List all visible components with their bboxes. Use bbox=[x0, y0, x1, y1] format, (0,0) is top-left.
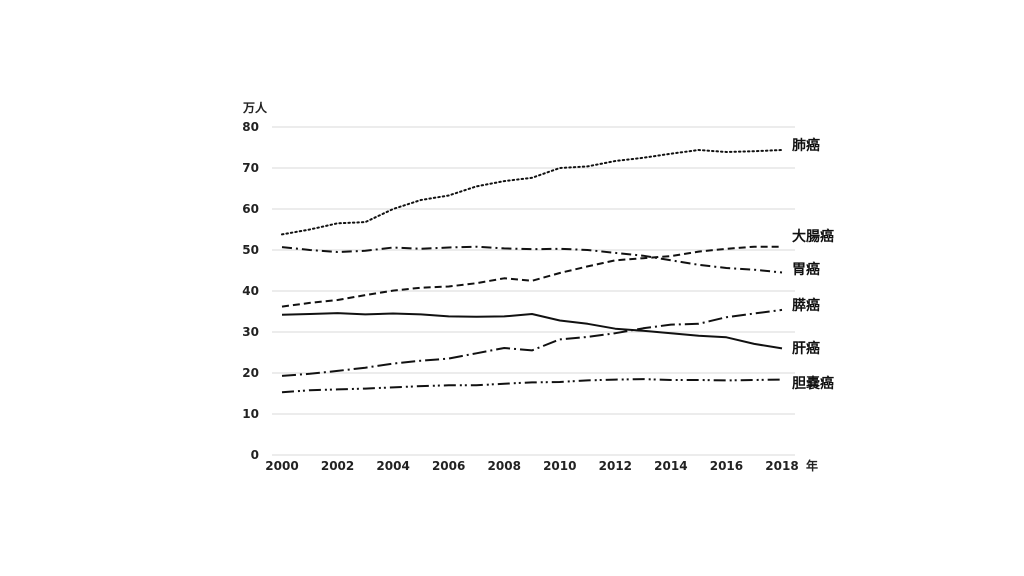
series-label-2: 胃癌 bbox=[792, 261, 820, 278]
x-tick-label: 2008 bbox=[488, 459, 521, 473]
x-axis-unit-label: 年 bbox=[806, 458, 818, 473]
series-line-3 bbox=[281, 308, 783, 377]
series-line-1 bbox=[281, 245, 782, 308]
x-axis-ticks: 2000 2002 2004 2006 2008 2010 2012 2014 2016 2018 bbox=[265, 459, 798, 473]
y-axis-ticks: 0 10 20 30 40 50 60 70 80 bbox=[242, 120, 259, 462]
x-tick-label: 2000 bbox=[265, 459, 298, 473]
x-tick-label: 2012 bbox=[599, 459, 632, 473]
x-tick-label: 2014 bbox=[654, 459, 687, 473]
y-axis-unit-label: 万人 bbox=[242, 100, 268, 115]
grid bbox=[272, 126, 795, 456]
series-line-4 bbox=[281, 312, 783, 350]
y-tick-label: 20 bbox=[242, 366, 259, 380]
x-tick-label: 2018 bbox=[765, 459, 798, 473]
series-line-2 bbox=[281, 245, 783, 274]
y-tick-label: 30 bbox=[242, 325, 259, 339]
y-tick-label: 0 bbox=[251, 448, 259, 462]
series-line-5 bbox=[281, 378, 783, 394]
y-tick-label: 70 bbox=[242, 161, 259, 175]
y-tick-label: 40 bbox=[242, 284, 259, 298]
series-label-4: 肝癌 bbox=[792, 340, 820, 357]
series-label-1: 大腸癌 bbox=[792, 228, 834, 245]
y-tick-label: 10 bbox=[242, 407, 259, 421]
series-label-0: 肺癌 bbox=[792, 137, 820, 154]
series-label-3: 膵癌 bbox=[792, 297, 820, 314]
x-tick-label: 2006 bbox=[432, 459, 465, 473]
x-tick-label: 2004 bbox=[376, 459, 409, 473]
y-tick-label: 60 bbox=[242, 202, 259, 216]
y-tick-label: 80 bbox=[242, 120, 259, 134]
x-tick-label: 2016 bbox=[710, 459, 743, 473]
x-tick-label: 2002 bbox=[321, 459, 354, 473]
y-tick-label: 50 bbox=[242, 243, 259, 257]
series-line-0 bbox=[281, 149, 783, 236]
series-label-5: 胆嚢癌 bbox=[792, 375, 834, 392]
x-tick-label: 2010 bbox=[543, 459, 576, 473]
series-lines bbox=[281, 149, 783, 394]
